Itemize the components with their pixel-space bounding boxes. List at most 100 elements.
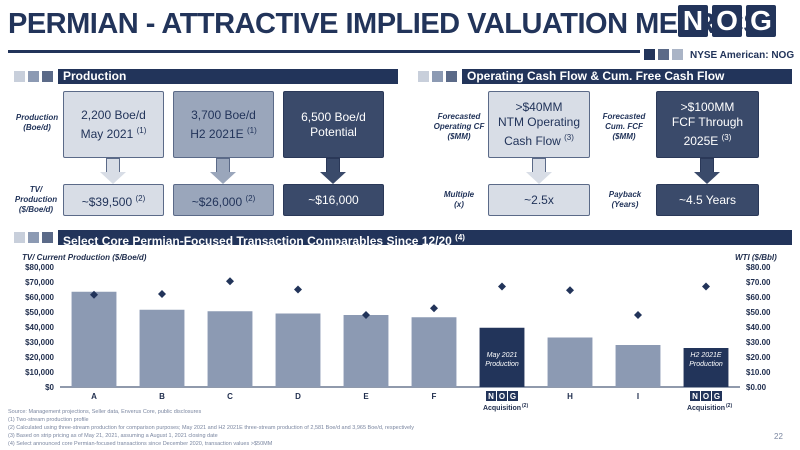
footnotes: Source: Management projections, Seller d… xyxy=(8,408,414,448)
section-square xyxy=(446,71,457,82)
bar-annotation: Production xyxy=(689,361,723,368)
footnote-source: Source: Management projections, Seller d… xyxy=(8,409,202,415)
nog-mini-logo-letter: G xyxy=(510,392,516,401)
y-tick-label: $0 xyxy=(45,383,54,392)
section-square xyxy=(28,232,39,243)
section-square xyxy=(28,71,39,82)
ocf-box: >$40MM NTM Operating Cash Flow (3) xyxy=(488,91,590,158)
y-tick-label: $10,000 xyxy=(25,368,54,377)
fcf-box: >$100MM FCF Through 2025E (3) xyxy=(656,91,759,158)
y-tick-label: $50,000 xyxy=(25,308,54,317)
logo-letter-o: O xyxy=(712,5,742,37)
bar-annotation: Production xyxy=(485,361,519,368)
nog-mini-logo xyxy=(508,391,518,401)
tv-production-box-3: ~$16,000 xyxy=(283,184,384,216)
production-box-h2-2021e: 3,700 Boe/d H2 2021E (1) xyxy=(173,91,274,158)
nog-mini-logo xyxy=(486,391,496,401)
nog-mini-logo-letter: N xyxy=(692,392,698,401)
y-tick-label: $30,000 xyxy=(25,338,54,347)
down-arrow-icon xyxy=(700,158,714,172)
y-tick-label: $20,000 xyxy=(25,353,54,362)
bar-6 xyxy=(411,317,457,387)
x-tick-label: A xyxy=(91,392,97,401)
multiple-value-box: ~2.5x xyxy=(488,184,590,216)
bar-5 xyxy=(343,315,389,387)
down-arrow-icon xyxy=(694,172,720,184)
section-square xyxy=(42,71,53,82)
y2-tick-label: $50.00 xyxy=(746,308,771,317)
section-square xyxy=(432,71,443,82)
page-number: 22 xyxy=(774,432,783,441)
wti-marker xyxy=(158,290,166,298)
y2-tick-label: $70.00 xyxy=(746,278,771,287)
x-tick-label: D xyxy=(295,392,301,401)
nog-mini-logo xyxy=(690,391,700,401)
bar-annotation: May 2021 xyxy=(487,352,518,359)
fcf-row-label: Forecasted Cum. FCF ($MM) xyxy=(602,112,646,141)
header-square-1 xyxy=(644,49,655,60)
down-arrow-icon xyxy=(216,158,230,172)
bar-4 xyxy=(275,313,321,387)
y-tick-label: $60,000 xyxy=(25,293,54,302)
x-tick-label: B xyxy=(159,392,165,401)
page-title: PERMIAN - ATTRACTIVE IMPLIED VALUATION M… xyxy=(8,8,763,40)
x-tick-label: I xyxy=(637,392,639,401)
cashflow-heading: Operating Cash Flow & Cum. Free Cash Flo… xyxy=(462,69,792,84)
y-tick-label: $70,000 xyxy=(25,278,54,287)
exchange-label: NYSE American: NOG xyxy=(690,50,795,61)
x-tick-label: H xyxy=(567,392,573,401)
tv-production-box-2: ~$26,000 (2) xyxy=(173,184,274,216)
acquisition-sup: (2) xyxy=(726,403,732,409)
footnote-2: (2) Calculated using three-stream produc… xyxy=(8,425,415,431)
y2-tick-label: $80.00 xyxy=(746,263,771,272)
bar-7 xyxy=(479,327,525,387)
y2-tick-label: $30.00 xyxy=(746,338,771,347)
footnote-4: (4) Select announced core Permian-focuse… xyxy=(8,441,273,447)
y2-tick-label: $60.00 xyxy=(746,293,771,302)
footnote-3: (3) Based on strip pricing as of May 21,… xyxy=(8,433,218,439)
wti-marker xyxy=(226,277,234,286)
acquisition-label: Acquisition xyxy=(483,405,521,412)
wti-marker xyxy=(702,282,710,291)
payback-row-label: Payback (Years) xyxy=(608,190,642,209)
y-axis-title: TV/ Current Production ($/Boe/d) xyxy=(22,253,147,262)
nog-mini-logo-letter: O xyxy=(703,392,709,401)
nog-mini-logo xyxy=(497,391,507,401)
acquisition-sup: (2) xyxy=(522,403,528,409)
bar-2 xyxy=(139,309,185,387)
nog-mini-logo-letter: N xyxy=(488,392,494,401)
acquisition-label: Acquisition xyxy=(687,405,725,412)
production-heading: Production xyxy=(58,69,398,84)
down-arrow-icon xyxy=(326,158,340,172)
logo-letter-g: G xyxy=(746,5,776,37)
comparables-chart: $0 $10,000 $20,000 $30,000 $40,000 $50,000 $60… xyxy=(25,263,771,412)
bar-3 xyxy=(207,311,253,387)
y2-axis-title: WTI ($/Bbl) xyxy=(735,253,777,262)
bar-10 xyxy=(683,348,729,387)
comparables-heading: Select Core Permian-Focused Transaction … xyxy=(58,230,792,248)
production-row-label: Production (Boe/d) xyxy=(15,113,59,132)
wti-marker xyxy=(294,285,302,294)
x-tick-label: C xyxy=(227,392,233,401)
wti-marker xyxy=(430,304,438,313)
x-tick-label: E xyxy=(363,392,369,401)
y-tick-label: $40,000 xyxy=(25,323,54,332)
bar-9 xyxy=(615,345,661,387)
down-arrow-icon xyxy=(106,158,120,172)
nog-mini-logo-letter: G xyxy=(714,392,720,401)
y2-tick-label: $40.00 xyxy=(746,323,771,332)
section-square xyxy=(42,232,53,243)
logo-letter-n: N xyxy=(678,5,708,37)
production-box-potential: 6,500 Boe/d Potential xyxy=(283,91,384,158)
down-arrow-icon xyxy=(526,172,552,184)
section-square xyxy=(418,71,429,82)
y2-tick-label: $10.00 xyxy=(746,368,771,377)
tv-production-box-1: ~$39,500 (2) xyxy=(63,184,164,216)
section-square xyxy=(14,71,25,82)
wti-marker xyxy=(90,290,98,299)
multiple-row-label: Multiple (x) xyxy=(443,190,475,209)
bar-1 xyxy=(71,291,117,387)
down-arrow-icon xyxy=(320,172,346,184)
wti-marker xyxy=(362,311,370,319)
wti-marker xyxy=(634,311,642,319)
